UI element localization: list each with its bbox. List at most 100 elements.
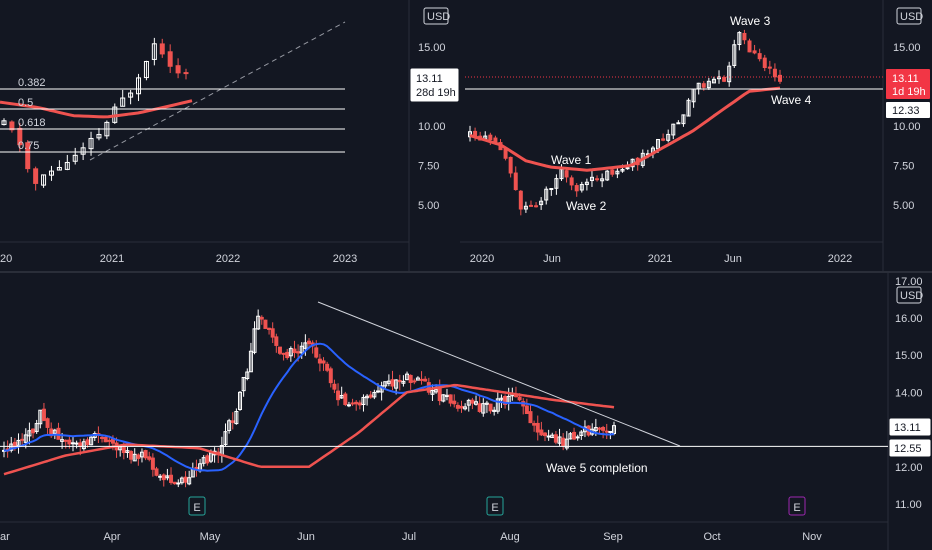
bt-candle-82 [299, 345, 304, 354]
bt-candle-136 [495, 398, 500, 412]
tr-candle-24 [589, 176, 594, 182]
bt-candle-97 [354, 401, 359, 405]
bt-candle-134 [488, 403, 493, 412]
bt-candle-23 [85, 439, 90, 446]
bottom-chart: Wave 5 completion 17.00 16.00 15.00 14.00 13.… [0, 276, 931, 543]
tl-candle-17 [136, 77, 142, 95]
tr-left-currency: USD [427, 11, 450, 23]
bt-candle-153 [557, 436, 562, 444]
tl-candle-6 [48, 170, 54, 176]
tr-candle-26 [600, 178, 605, 182]
tr-candle-30 [620, 168, 625, 172]
tr-candle-7 [503, 148, 508, 159]
tr-badge-right-sub: 1d 19h [892, 86, 926, 98]
tl-xtick-label-0: 20 [0, 253, 12, 265]
tr-candle-16 [549, 188, 554, 191]
bt-moving-average-red [3, 383, 615, 476]
bt-candle-70 [256, 315, 261, 330]
bt-candle-89 [325, 363, 330, 371]
tr-candle-50 [722, 76, 727, 82]
tl-candle-16 [128, 92, 134, 98]
bt-candle-145 [528, 411, 533, 424]
bt-candle-95 [346, 404, 351, 407]
tr-ytick-label-3: 10.00 [893, 121, 921, 133]
bt-candle-91 [332, 383, 337, 390]
tr-badge-left-box [410, 68, 459, 102]
bt-candle-115 [419, 378, 424, 381]
bt-candle-6 [23, 434, 28, 443]
tr-badge-level-box [886, 102, 930, 118]
tr-badge-left-sub: 28d 19h [416, 87, 456, 99]
bt-candle-92 [336, 390, 341, 401]
bt-candle-98 [357, 402, 362, 406]
bt-candle-7 [27, 430, 32, 437]
bt-candle-5 [20, 438, 25, 441]
bt-candle-68 [248, 350, 253, 373]
bt-candle-118 [430, 389, 435, 395]
bt-currency-box [896, 286, 922, 304]
tr-wave-label-1: Wave 2 [566, 199, 607, 213]
tr-candle-53 [737, 32, 742, 45]
tr-candle-28 [610, 169, 615, 175]
bt-candle-113 [412, 380, 417, 383]
bt-ytick-label-3: 14.00 [895, 387, 923, 399]
bt-xtick-label-0: ar [0, 531, 10, 543]
bt-candle-35 [129, 451, 134, 460]
tl-candle-18 [143, 60, 149, 79]
tl-candle-11 [88, 137, 94, 150]
bt-ytick-label-1: 16.00 [895, 313, 923, 325]
bt-candle-127 [463, 406, 468, 410]
bt-candle-133 [484, 402, 489, 405]
bt-candle-112 [408, 374, 413, 383]
tr-left-ytick-label-1: 15.00 [418, 42, 446, 54]
bt-candle-69 [252, 328, 257, 353]
bt-candle-119 [434, 389, 439, 393]
bt-candle-149 [543, 432, 548, 437]
tr-candle-43 [686, 99, 691, 117]
bt-candle-74 [270, 328, 275, 338]
tr-candle-31 [625, 167, 630, 170]
bt-candle-16 [60, 439, 65, 442]
bt-candle-20 [74, 442, 79, 445]
bt-candle-28 [103, 436, 108, 443]
tr-candle-17 [554, 178, 559, 189]
bt-candle-18 [67, 439, 72, 445]
bt-candle-66 [241, 376, 246, 392]
tr-candle-15 [544, 188, 549, 201]
bt-candle-168 [612, 425, 616, 435]
tr-candle-49 [717, 76, 722, 80]
bt-candle-67 [245, 371, 250, 379]
bt-candle-75 [274, 336, 279, 346]
bt-candle-159 [579, 431, 584, 436]
tl-candle-10 [80, 147, 86, 155]
tl-xtick-label-2: 2022 [216, 253, 240, 265]
bt-candle-34 [125, 450, 130, 453]
tl-candle-9 [72, 154, 78, 162]
bt-wave-label-0: Wave 5 completion [546, 461, 648, 475]
tl-candle-12 [96, 134, 102, 139]
bt-candle-110 [401, 380, 406, 384]
tr-ytick-label-4: 7.50 [893, 161, 914, 173]
bt-candle-17 [63, 439, 68, 442]
bt-candle-19 [70, 442, 75, 445]
bt-badge-level-box [889, 439, 931, 457]
bt-candle-132 [481, 403, 486, 414]
tr-candle-23 [584, 181, 589, 186]
tr-candle-54 [742, 32, 747, 41]
bt-candle-22 [81, 441, 86, 450]
bt-candle-116 [423, 378, 428, 382]
tr-candle-27 [605, 170, 610, 181]
bt-candle-4 [16, 439, 21, 446]
tr-candle-38 [661, 138, 666, 141]
tr-wave-label-2: Wave 3 [730, 14, 771, 28]
bt-candle-27 [100, 436, 105, 439]
tr-candle-42 [681, 114, 686, 125]
tr-candle-60 [772, 68, 777, 78]
bt-moving-average-blue [3, 342, 615, 472]
bt-earnings-marker-0: E [193, 502, 200, 514]
bt-currency: USD [900, 290, 923, 302]
bt-candle-87 [317, 358, 322, 364]
bt-candle-2 [9, 443, 14, 451]
tl-dashed-trendline [89, 21, 346, 161]
bt-earnings-marker-box-0 [188, 496, 206, 516]
